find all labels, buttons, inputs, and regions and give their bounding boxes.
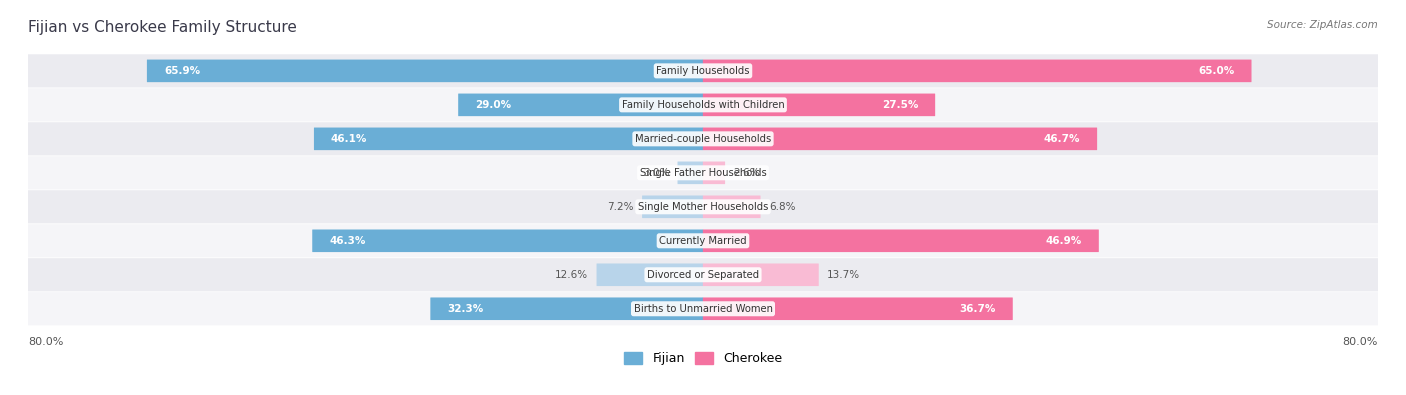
FancyBboxPatch shape	[28, 88, 1378, 121]
Text: 2.6%: 2.6%	[734, 168, 759, 178]
FancyBboxPatch shape	[28, 122, 1378, 155]
Text: Fijian vs Cherokee Family Structure: Fijian vs Cherokee Family Structure	[28, 20, 297, 35]
Text: 12.6%: 12.6%	[555, 270, 588, 280]
FancyBboxPatch shape	[703, 297, 1012, 320]
Text: 80.0%: 80.0%	[1343, 337, 1378, 348]
FancyBboxPatch shape	[146, 60, 703, 82]
FancyBboxPatch shape	[28, 258, 1378, 292]
FancyBboxPatch shape	[678, 162, 703, 184]
Text: Divorced or Separated: Divorced or Separated	[647, 270, 759, 280]
Text: Single Father Households: Single Father Households	[640, 168, 766, 178]
Text: Source: ZipAtlas.com: Source: ZipAtlas.com	[1267, 20, 1378, 30]
FancyBboxPatch shape	[28, 54, 1378, 87]
Text: 46.9%: 46.9%	[1046, 236, 1081, 246]
Text: 3.0%: 3.0%	[643, 168, 669, 178]
FancyBboxPatch shape	[458, 94, 703, 116]
Text: Births to Unmarried Women: Births to Unmarried Women	[634, 304, 772, 314]
FancyBboxPatch shape	[703, 128, 1097, 150]
Text: 13.7%: 13.7%	[827, 270, 860, 280]
Text: 46.3%: 46.3%	[329, 236, 366, 246]
Text: Currently Married: Currently Married	[659, 236, 747, 246]
Text: 32.3%: 32.3%	[447, 304, 484, 314]
FancyBboxPatch shape	[703, 94, 935, 116]
Text: Married-couple Households: Married-couple Households	[636, 134, 770, 144]
FancyBboxPatch shape	[703, 229, 1099, 252]
Text: 29.0%: 29.0%	[475, 100, 512, 110]
Text: Family Households with Children: Family Households with Children	[621, 100, 785, 110]
FancyBboxPatch shape	[28, 190, 1378, 224]
Text: 65.0%: 65.0%	[1198, 66, 1234, 76]
FancyBboxPatch shape	[703, 196, 761, 218]
FancyBboxPatch shape	[703, 162, 725, 184]
Text: 27.5%: 27.5%	[882, 100, 918, 110]
Legend: Fijian, Cherokee: Fijian, Cherokee	[623, 352, 783, 365]
Text: 46.7%: 46.7%	[1043, 134, 1080, 144]
Text: 7.2%: 7.2%	[607, 202, 634, 212]
Text: 80.0%: 80.0%	[28, 337, 63, 348]
FancyBboxPatch shape	[703, 263, 818, 286]
FancyBboxPatch shape	[430, 297, 703, 320]
Text: 36.7%: 36.7%	[959, 304, 995, 314]
FancyBboxPatch shape	[28, 224, 1378, 258]
FancyBboxPatch shape	[312, 229, 703, 252]
FancyBboxPatch shape	[596, 263, 703, 286]
Text: Family Households: Family Households	[657, 66, 749, 76]
Text: 65.9%: 65.9%	[165, 66, 200, 76]
Text: 46.1%: 46.1%	[330, 134, 367, 144]
FancyBboxPatch shape	[314, 128, 703, 150]
FancyBboxPatch shape	[703, 60, 1251, 82]
Text: Single Mother Households: Single Mother Households	[638, 202, 768, 212]
FancyBboxPatch shape	[28, 292, 1378, 325]
FancyBboxPatch shape	[643, 196, 703, 218]
Text: 6.8%: 6.8%	[769, 202, 796, 212]
FancyBboxPatch shape	[28, 156, 1378, 190]
